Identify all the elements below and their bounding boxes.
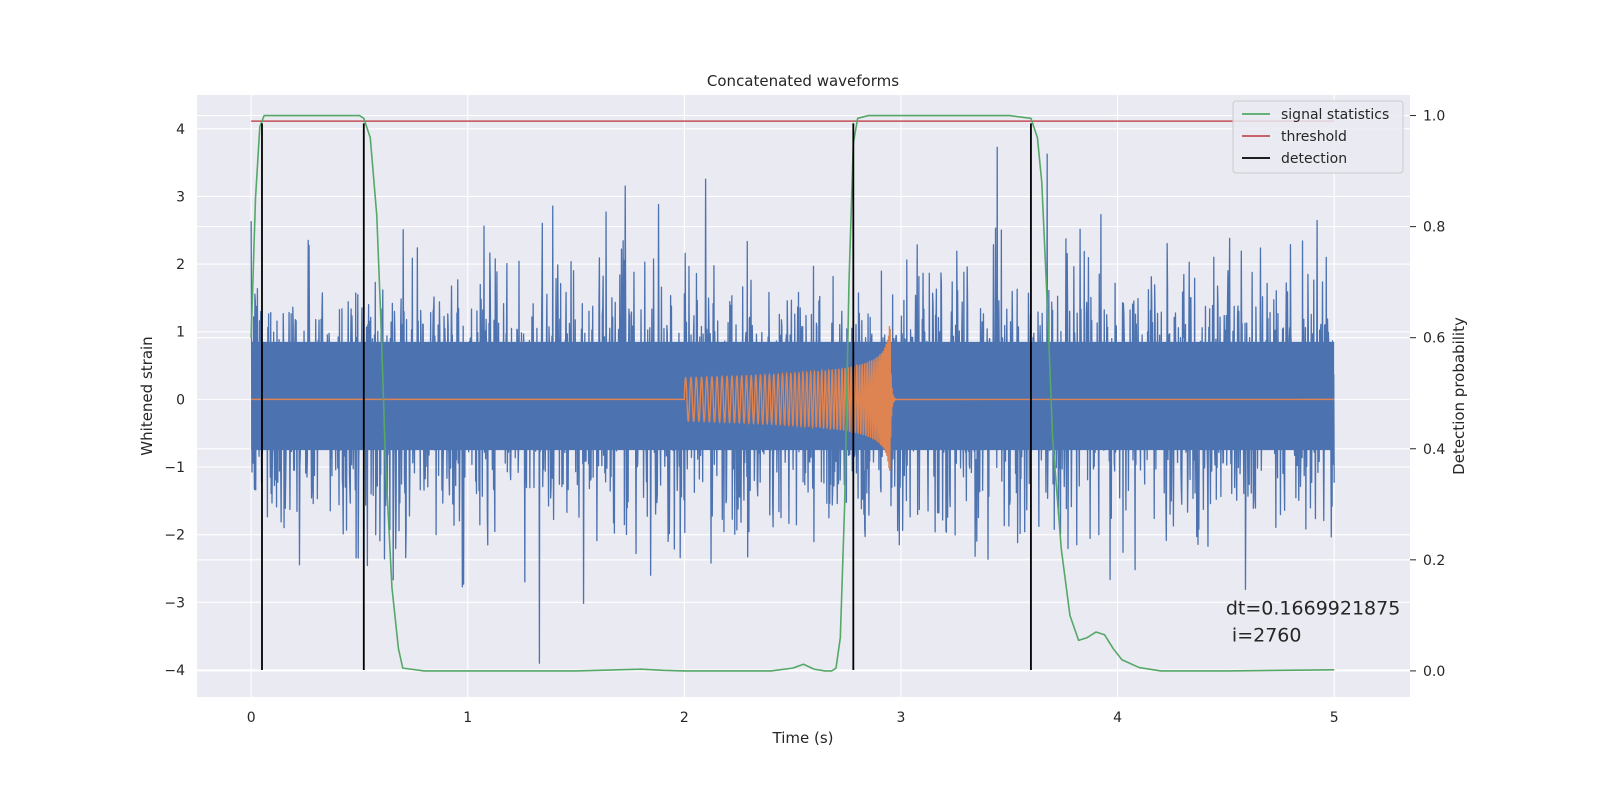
y-tick-label: −2 [164,528,185,544]
y2-tick-label: 1.0 [1423,109,1445,125]
legend-box [1232,100,1404,174]
legend-label-signal-statistics: signal statistics [1281,107,1389,123]
series-signal-statistics [250,114,1335,672]
y2-tick-label: 0.4 [1423,442,1445,458]
chart-title: Concatenated waveforms [707,72,899,90]
plot-content [250,114,1335,672]
y-tick-label: 4 [176,122,185,138]
x-axis-label: Time (s) [772,729,834,747]
x-tick-label: 5 [1330,710,1339,726]
plot-clipped [250,114,1335,672]
legend: signal statistics threshold detection [1232,100,1404,174]
x-axis-ticks: 0 1 2 3 4 5 [247,710,1339,726]
y2-tick-label: 0.2 [1423,553,1445,569]
y-axis-label: Whitened strain [138,336,156,455]
x-tick-label: 4 [1113,710,1122,726]
annotation-dt: dt=0.1669921875 [1226,597,1400,619]
y-axis-ticks: −4 −3 −2 −1 0 1 2 3 4 [164,122,185,679]
y-tick-label: 3 [176,189,185,205]
y-tick-label: −3 [164,595,185,611]
x-tick-label: 2 [680,710,689,726]
y-tick-label: 1 [176,325,185,341]
x-tick-label: 0 [247,710,256,726]
y-tick-label: 2 [176,257,185,273]
series-template [251,326,1335,471]
y2-tick-label: 0.0 [1423,664,1445,680]
series-strain-core [251,341,1335,451]
y2-tick-label: 0.6 [1423,331,1445,347]
y-tick-label: −4 [164,663,185,679]
legend-label-detection: detection [1281,151,1347,167]
y2-axis-label: Detection probability [1450,317,1468,475]
y-tick-label: 0 [176,392,185,408]
x-tick-label: 1 [463,710,472,726]
x-tick-label: 3 [897,710,906,726]
y2-axis-ticks: 0.0 0.2 0.4 0.6 0.8 1.0 [1410,109,1445,680]
annotation: dt=0.1669921875 i=2760 [1226,597,1400,646]
legend-label-threshold: threshold [1281,129,1347,145]
annotation-index: i=2760 [1226,624,1302,646]
y2-tick-label: 0.8 [1423,220,1445,236]
y-tick-label: −1 [164,460,185,476]
